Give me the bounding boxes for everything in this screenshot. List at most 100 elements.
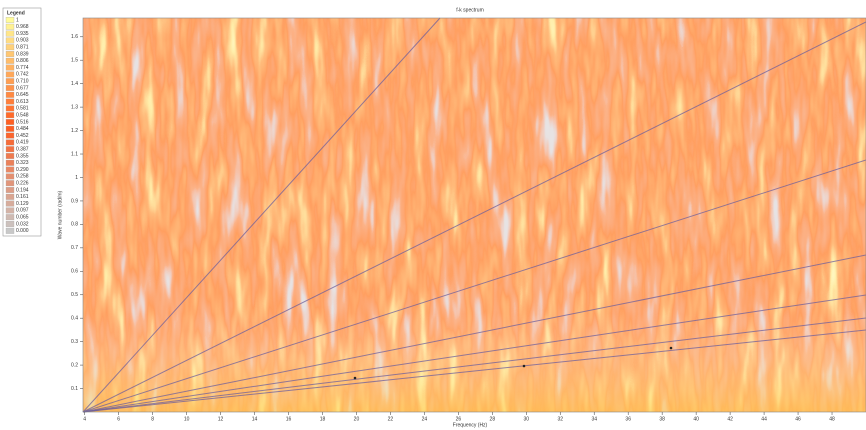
x-tick-label: 42 [727,416,733,422]
legend-swatch [5,227,15,234]
curve [82,329,866,413]
y-tick-label: 0.7 [71,245,78,251]
legend-swatch [5,146,15,153]
y-tick-label: 0.5 [71,292,78,298]
x-tick-label: 38 [659,416,665,422]
legend-label: 0.097 [16,208,29,214]
legend-swatch [5,85,15,91]
legend-swatch [5,64,15,71]
x-tick-label: 10 [184,416,190,422]
legend-label: 0.839 [16,51,29,57]
legend-label: 0.806 [16,58,29,64]
legend-label: 0.032 [16,221,29,227]
x-tick-label: 44 [761,416,767,422]
x-tick-label: 14 [252,416,258,422]
x-axis-label: Frequency (Hz) [453,422,488,428]
legend-label: 0.258 [16,174,29,180]
x-tick-label: 26 [456,416,462,422]
legend-swatch [5,214,15,221]
legend-label: 0.000 [16,228,29,234]
legend-label: 0.323 [16,160,29,166]
curve [82,21,866,413]
x-tick-label: 28 [490,416,496,422]
x-tick-label: 48 [829,416,835,422]
legend-swatch [5,139,15,146]
x-tick-label: 12 [218,416,224,422]
x-tick-label: 30 [524,416,530,422]
dispersion-curves [82,17,866,413]
x-tick-label: 20 [354,416,360,422]
legend-label: 0.903 [16,38,29,44]
legend-swatch [5,44,15,51]
legend-label: 0.516 [16,119,29,125]
legend-label: 0.355 [16,153,29,159]
curve [82,294,866,413]
legend-swatch [5,221,15,227]
legend-swatch [5,57,15,64]
legend-swatch [5,187,15,193]
legend-label: 0.226 [16,181,29,187]
x-tick-label: 24 [422,416,428,422]
legend-label: 0.871 [16,45,29,51]
legend-swatch [5,30,15,37]
legend-label: 0.387 [16,147,29,153]
x-tick-label: 32 [557,416,563,422]
legend-label: 0.935 [16,31,29,37]
legend-label: 0.581 [16,106,29,112]
y-tick-label: 0.9 [71,198,78,204]
legend-label: 0.613 [16,99,29,105]
legend-swatch [5,153,15,159]
legend-swatch [5,173,15,180]
y-tick-label: 1.3 [71,104,78,110]
legend-swatch [5,119,15,125]
y-tick-label: 1.6 [71,34,78,40]
y-tick-label: 0.3 [71,339,78,345]
legend-swatch [5,207,15,214]
y-tick-label: 0.8 [71,222,78,228]
y-tick-label: 0.1 [71,386,78,392]
x-tick-label: 34 [591,416,597,422]
x-tick-label: 18 [320,416,326,422]
x-tick-label: 46 [795,416,801,422]
curve [82,317,866,413]
legend-swatch [5,180,15,187]
pick-point [353,376,357,380]
curve [82,159,866,413]
pick-point [522,364,526,368]
y-tick-label: 0.2 [71,362,78,368]
legend-label: 0.742 [16,72,29,78]
legend-swatch [5,23,15,30]
y-tick-label: 0.4 [71,316,78,322]
legend-swatch [5,166,15,173]
spectrum-shade [83,18,866,412]
legend-label: 0.129 [16,201,29,207]
legend-label: 0.452 [16,133,29,139]
x-tick-label: 8 [151,416,154,422]
legend-swatch [5,105,15,112]
legend-swatch [5,91,15,98]
legend-label: 0.968 [16,24,29,30]
y-tick-label: 1.4 [71,81,78,87]
legend-label: 0.161 [16,194,29,200]
y-tick-label: 1.2 [71,128,78,134]
legend-swatch [5,98,15,105]
legend-swatch [5,78,15,85]
y-tick-label: 0.6 [71,269,78,275]
legend-swatch [5,193,15,200]
pick-point [669,346,673,350]
x-tick-label: 6 [117,416,120,422]
x-tick-label: 40 [693,416,699,422]
legend-swatch [5,17,15,23]
legend-label: 0.194 [16,187,29,193]
x-tick-label: 22 [388,416,394,422]
legend-swatch [5,200,15,207]
legend-label: 0.710 [16,79,29,85]
legend-swatch [5,159,15,166]
legend-swatch [5,37,15,44]
legend-title: Legend [7,10,25,16]
heatmap-field [83,18,866,412]
legend-swatch [5,132,15,139]
legend-label: 0.484 [16,126,29,132]
legend-swatch [5,51,15,57]
